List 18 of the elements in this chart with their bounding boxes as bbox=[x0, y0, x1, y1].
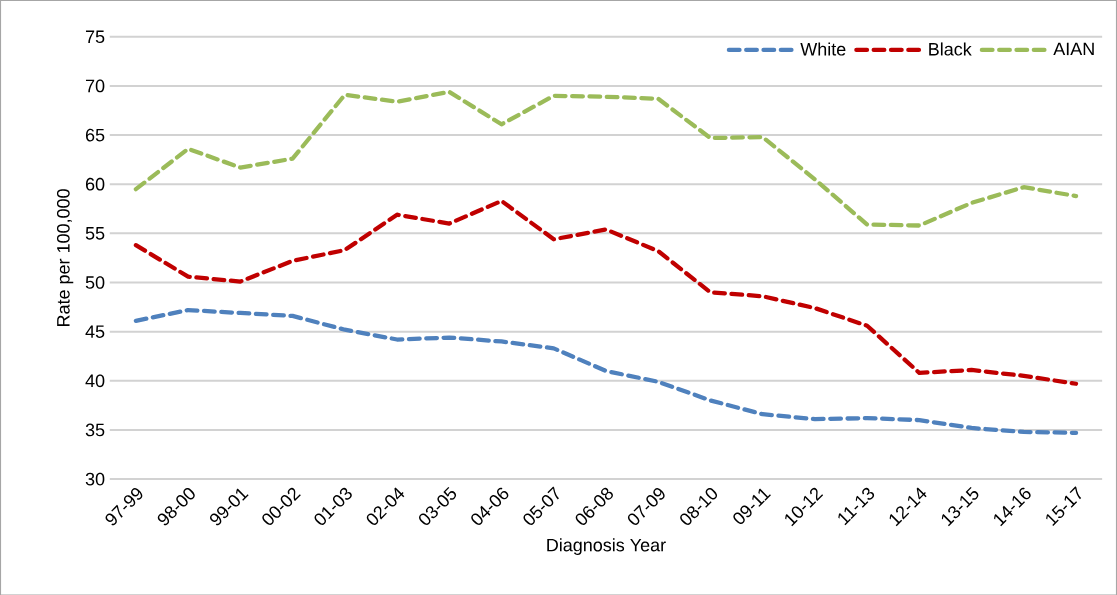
y-tick-label: 75 bbox=[85, 30, 105, 43]
y-tick-label: 40 bbox=[85, 374, 105, 387]
y-tick-label: 60 bbox=[85, 177, 105, 191]
line-series bbox=[133, 89, 1079, 228]
line-series bbox=[133, 198, 1079, 386]
x-axis-title: Diagnosis Year bbox=[547, 537, 666, 555]
y-tick-label: 50 bbox=[85, 275, 105, 289]
y-tick-label: 35 bbox=[85, 423, 105, 437]
y-axis-title: Rate per 100,000 bbox=[56, 188, 74, 326]
y-tick-label: 70 bbox=[85, 79, 105, 93]
y-tick-label: 55 bbox=[85, 226, 105, 240]
y-tick-label: 65 bbox=[85, 128, 105, 142]
y-tick-label: 45 bbox=[85, 325, 105, 338]
line-series bbox=[133, 307, 1079, 435]
legend-label: Black bbox=[929, 42, 972, 56]
y-tick-label: 30 bbox=[85, 472, 105, 486]
legend-label: White bbox=[800, 42, 846, 56]
legend-label: AIAN bbox=[1053, 42, 1094, 55]
